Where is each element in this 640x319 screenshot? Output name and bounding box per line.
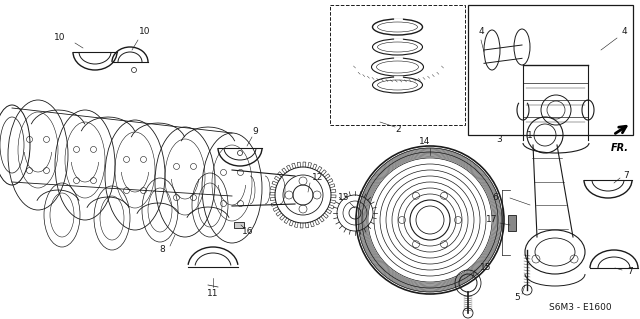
Bar bbox=[468, 5, 633, 135]
Text: 4: 4 bbox=[478, 27, 484, 36]
Text: 15: 15 bbox=[480, 263, 492, 271]
Text: 11: 11 bbox=[207, 288, 219, 298]
Text: 7: 7 bbox=[623, 170, 629, 180]
Text: 17: 17 bbox=[486, 216, 498, 225]
Text: 5: 5 bbox=[514, 293, 520, 302]
Text: 16: 16 bbox=[243, 227, 253, 236]
Text: 8: 8 bbox=[159, 246, 165, 255]
Text: 6: 6 bbox=[492, 194, 498, 203]
Text: FR.: FR. bbox=[611, 143, 629, 153]
Text: 7: 7 bbox=[627, 268, 633, 277]
Text: 1: 1 bbox=[527, 130, 533, 139]
Text: 4: 4 bbox=[621, 27, 627, 36]
Text: 9: 9 bbox=[252, 128, 258, 137]
Text: 14: 14 bbox=[419, 137, 431, 146]
Text: 13: 13 bbox=[339, 194, 349, 203]
Bar bbox=[234, 222, 244, 228]
Text: 12: 12 bbox=[312, 174, 324, 182]
Text: 10: 10 bbox=[140, 27, 151, 36]
Text: 2: 2 bbox=[395, 125, 401, 135]
Bar bbox=[330, 5, 465, 125]
Text: 3: 3 bbox=[496, 136, 502, 145]
Text: S6M3 - E1600: S6M3 - E1600 bbox=[549, 303, 612, 313]
Text: 10: 10 bbox=[54, 33, 66, 42]
Bar bbox=[508, 215, 516, 231]
